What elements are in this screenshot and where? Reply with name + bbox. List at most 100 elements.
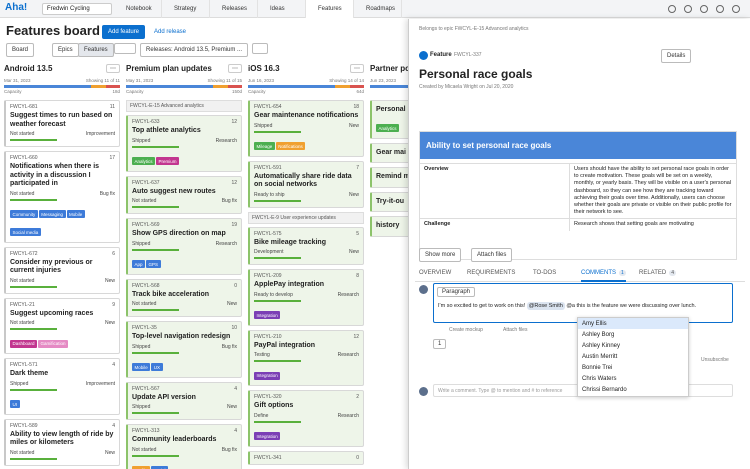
feature-card[interactable]: FWCYL-571 4 Dark theme Shipped Improvement UI [4, 358, 120, 415]
nav-tab[interactable]: Strategy [162, 0, 210, 18]
table-row: Challenge Research shows that setting goa… [420, 218, 736, 231]
add-feature-button[interactable]: Add feature [102, 25, 146, 39]
feature-card[interactable]: FWCYL-568 0 Track bike acceleration Not sta… [126, 278, 242, 317]
feature-card[interactable]: FWCYL-575 5 Bike mileage tracking Developme… [248, 226, 364, 265]
feature-card[interactable]: FWCYL-591 7 Automatically share ride data … [248, 160, 364, 208]
details-button[interactable]: Details [661, 49, 692, 63]
mention-option[interactable]: Ashley Borg [582, 331, 615, 338]
mention-option[interactable]: Bonnie Trei [582, 364, 613, 371]
board-columns: Android 13.5 ⋯ Mar 31, 2023 Showing 11 of 1… [4, 64, 486, 469]
format-select[interactable]: Paragraph [437, 287, 476, 297]
detail-tab[interactable]: REQUIREMENTS [467, 270, 515, 280]
nav-tab[interactable]: Roadmaps [354, 0, 402, 18]
feature-card[interactable]: FWCYL-654 18 Gear maintenance notification… [248, 100, 364, 157]
epic-group[interactable]: FWCYL-E-15 Advanced analytics [126, 100, 242, 112]
feature-card[interactable]: FWCYL-209 8 ApplePay integration Ready to d… [248, 269, 364, 326]
epics-toggle[interactable]: Epics [52, 43, 79, 57]
unsubscribe[interactable]: Unsubscribe [701, 357, 729, 363]
nav-icon[interactable] [684, 5, 692, 13]
nav-icon[interactable] [716, 5, 724, 13]
capacity-label: Capacity [248, 89, 266, 94]
feature-card[interactable]: FWCYL-341 0 [248, 450, 364, 465]
release-filter[interactable]: Releases: Android 13.5, Premium ... [140, 43, 249, 57]
feature-card[interactable]: FWCYL-35 10 Top-level navigation redesign S… [126, 321, 242, 378]
feature-card[interactable]: FWCYL-320 2 Gift options Define Research Inte… [248, 390, 364, 447]
nav-tab[interactable]: Features [306, 0, 354, 18]
column-menu[interactable]: ⋯ [228, 64, 242, 73]
progress-bar [10, 198, 58, 201]
nav-icon[interactable] [732, 5, 740, 13]
card-header: FWCYL-313 4 [132, 428, 237, 434]
detail-tab[interactable]: RELATED 4 [639, 270, 677, 280]
feature-card[interactable]: FWCYL-567 4 Update API version Shipped New [126, 381, 242, 420]
reaction[interactable]: 1 [433, 339, 447, 349]
nav-tab[interactable]: Notebook [114, 0, 162, 18]
feature-card[interactable]: FWCYL-21 9 Suggest upcoming races Not start… [4, 297, 120, 354]
card-header: FWCYL-209 8 [254, 273, 359, 279]
card-status: Not started Improvement [10, 131, 115, 137]
mention-option[interactable]: Chris Waters [582, 375, 617, 382]
create-mockup[interactable]: Create mockup [449, 327, 483, 333]
feature-card[interactable]: FWCYL-633 12 Top athlete analytics Shipped R… [126, 115, 242, 172]
status: Shipped [132, 240, 151, 247]
comment-count: 4 [234, 428, 237, 434]
detail-tab[interactable]: COMMENTS 1 [581, 270, 626, 282]
comment-count: 0 [356, 454, 359, 461]
logo[interactable]: Aha! [5, 2, 28, 13]
mention-option[interactable]: Ashley Kinney [582, 342, 621, 349]
feature-card[interactable]: FWCYL-589 4 Ability to view length of ride… [4, 418, 120, 466]
feature-title[interactable]: Personal race goals [419, 67, 533, 81]
release-column: Premium plan updates ⋯ May 31, 2023 Showing… [126, 64, 242, 469]
nav-tab[interactable]: Releases [210, 0, 258, 18]
attach-files-link[interactable]: Attach files [503, 327, 528, 333]
column-name[interactable]: Premium plan updates [126, 64, 212, 73]
column-menu[interactable]: ⋯ [106, 64, 120, 73]
detail-tab[interactable]: TO-DOS [533, 270, 556, 280]
card-title: Suggest times to run based on weather fo… [10, 112, 113, 128]
record-id[interactable]: FWCYL-337 [454, 52, 482, 58]
breadcrumb[interactable]: Belongs to epic FWCYL-E-15 Advanced anal… [419, 26, 529, 32]
features-toggle[interactable]: Features [78, 43, 114, 57]
feature-card[interactable]: FWCYL-637 12 Auto suggest new routes Not st… [126, 175, 242, 214]
column-menu[interactable]: ⋯ [350, 64, 364, 73]
nav-icon[interactable] [668, 5, 676, 13]
workspace-select[interactable]: Fredwin Cycling [42, 3, 112, 15]
feature-card[interactable]: FWCYL-672 6 Consider my previous or curren… [4, 246, 120, 294]
mention-option[interactable]: Amy Ellis [578, 318, 688, 329]
status: Shipped [10, 380, 29, 387]
settings-button[interactable] [114, 43, 136, 54]
mention-option[interactable]: Chrissi Bernardo [582, 386, 627, 393]
card-title: Remind m [376, 173, 410, 180]
feature-card[interactable]: FWCYL-681 11 Suggest times to run based on… [4, 100, 120, 147]
column-name[interactable]: Partner por [370, 64, 414, 73]
progress-bar [132, 412, 180, 414]
feature-card[interactable]: FWCYL-210 12 PayPal integration Testing Rese… [248, 329, 364, 386]
card-header: FWCYL-637 12 [132, 180, 237, 186]
add-release-button[interactable]: Add release [148, 25, 193, 39]
feature-card[interactable]: FWCYL-660 17 Notifications when there is a… [4, 151, 120, 243]
feature-card[interactable]: FWCYL-313 4 Community leaderboards Not star… [126, 424, 242, 469]
nav-tab[interactable]: Ideas [258, 0, 306, 18]
detail-tab[interactable]: OVERVIEW [419, 270, 451, 280]
filter-button[interactable] [252, 43, 268, 54]
mention-chip[interactable]: @Rose Smith [526, 302, 565, 310]
nav-icon[interactable] [700, 5, 708, 13]
comment-count: 6 [112, 250, 115, 257]
show-more-button[interactable]: Show more [419, 248, 462, 262]
feature-card[interactable]: FWCYL-569 19 Show GPS direction on map Ship… [126, 218, 242, 275]
progress-bar [132, 351, 180, 354]
mention-option[interactable]: Austin Merritt [582, 353, 618, 360]
tag: UI [10, 400, 20, 408]
capacity-label: Capacity [126, 89, 144, 94]
card-header: FWCYL-575 5 [254, 231, 359, 237]
column-name[interactable]: Android 13.5 [4, 64, 53, 73]
comment-count: 4 [112, 422, 115, 429]
column-name[interactable]: iOS 16.3 [248, 64, 280, 73]
epic-group[interactable]: FWCYL-E-9 User experience updates [248, 211, 364, 224]
feature-id: FWCYL-681 [10, 104, 38, 110]
card-title: Ability to view length of ride by miles … [10, 430, 114, 447]
card-status: Shipped New [132, 404, 237, 410]
capacity-segment [4, 85, 91, 88]
view-select[interactable]: Board [6, 43, 35, 57]
attach-files-button[interactable]: Attach files [471, 248, 513, 262]
